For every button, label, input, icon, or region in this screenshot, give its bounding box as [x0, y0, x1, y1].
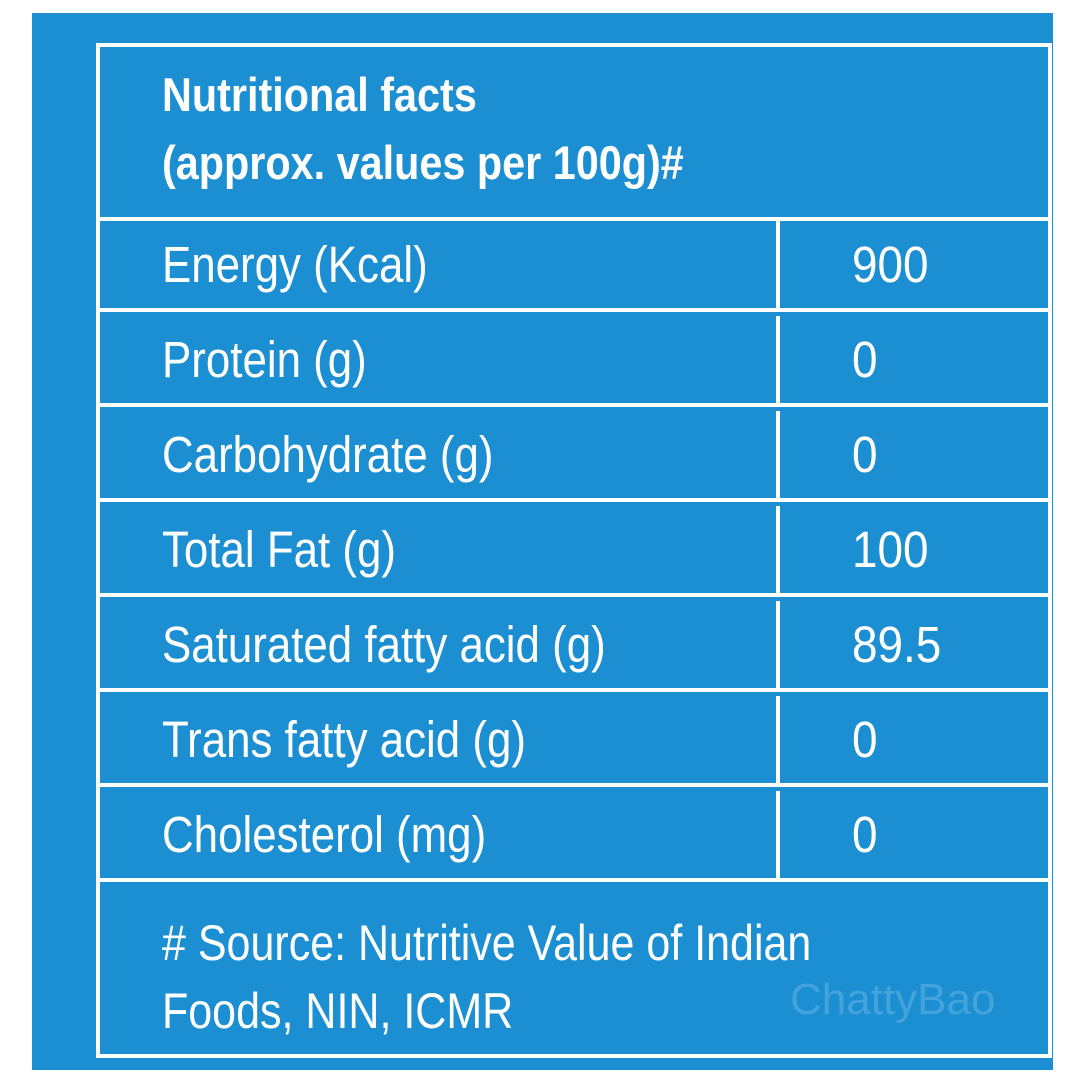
column-divider — [776, 316, 780, 403]
table-row-energy: Energy (Kcal) 900 — [100, 221, 1048, 312]
table-row-saturated-fatty-acid: Saturated fatty acid (g) 89.5 — [100, 601, 1048, 692]
row-value: 0 — [852, 426, 878, 483]
row-label: Protein (g) — [162, 331, 367, 388]
row-value: 0 — [852, 711, 878, 768]
row-value: 100 — [852, 521, 929, 578]
source-note-line-1: # Source: Nutritive Value of Indian — [162, 915, 812, 971]
table-row-carbohydrate: Carbohydrate (g) 0 — [100, 411, 1048, 502]
row-value: 89.5 — [852, 616, 942, 673]
row-label: Saturated fatty acid (g) — [162, 616, 606, 673]
watermark: ChattyBao — [790, 975, 996, 1024]
nutrition-panel: Nutritional facts (approx. values per 10… — [32, 13, 1053, 1070]
source-note-line-2: Foods, NIN, ICMR — [162, 983, 514, 1039]
table-subtitle: (approx. values per 100g)# — [162, 136, 684, 189]
table-row-total-fat: Total Fat (g) 100 — [100, 506, 1048, 597]
column-divider — [776, 791, 780, 878]
column-divider — [776, 696, 780, 783]
table-header: Nutritional facts (approx. values per 10… — [100, 47, 1048, 221]
row-label: Carbohydrate (g) — [162, 426, 494, 483]
table-title: Nutritional facts — [162, 68, 477, 121]
column-divider — [776, 221, 780, 308]
source-note: # Source: Nutritive Value of Indian Food… — [162, 909, 1028, 1045]
row-label: Trans fatty acid (g) — [162, 711, 526, 768]
row-value: 0 — [852, 806, 878, 863]
row-label: Total Fat (g) — [162, 521, 397, 578]
nutrition-table: Nutritional facts (approx. values per 10… — [96, 43, 1052, 1058]
table-row-cholesterol: Cholesterol (mg) 0 — [100, 791, 1048, 882]
row-value: 0 — [852, 331, 878, 388]
column-divider — [776, 601, 780, 688]
table-row-protein: Protein (g) 0 — [100, 316, 1048, 407]
row-label: Energy (Kcal) — [162, 236, 428, 293]
column-divider — [776, 411, 780, 498]
column-divider — [776, 506, 780, 593]
row-value: 900 — [852, 236, 929, 293]
row-label: Cholesterol (mg) — [162, 806, 487, 863]
table-row-trans-fatty-acid: Trans fatty acid (g) 0 — [100, 696, 1048, 787]
